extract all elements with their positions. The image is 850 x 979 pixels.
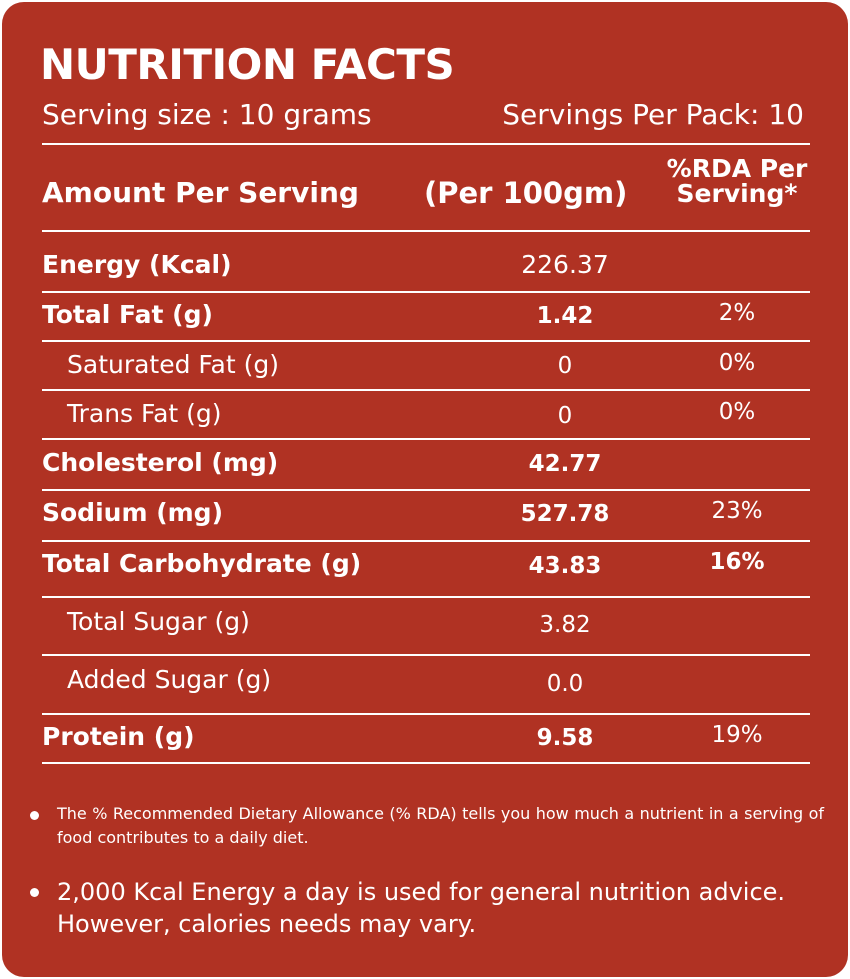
nutrient-value: 3.82 <box>539 612 591 638</box>
nutrient-rda: 19% <box>711 722 763 748</box>
header-rda-per-serving: %RDA Per Serving* <box>666 154 808 208</box>
nutrient-rda: 16% <box>709 549 765 575</box>
divider <box>42 389 810 391</box>
table-row-cholesterol: Cholesterol (mg) 42.77 <box>42 448 810 488</box>
divider <box>42 230 810 232</box>
table-row-protein: Protein (g) 9.58 19% <box>42 722 810 762</box>
divider <box>42 489 810 491</box>
nutrient-value: 527.78 <box>520 501 610 527</box>
divider <box>42 713 810 715</box>
divider <box>42 340 810 342</box>
nutrient-rda: 0% <box>718 350 756 376</box>
divider <box>42 143 810 145</box>
nutrient-value: 226.37 <box>521 250 609 279</box>
nutrient-value: 0.0 <box>546 671 584 697</box>
nutrient-label: Protein (g) <box>42 722 195 751</box>
nutrient-label: Total Sugar (g) <box>67 607 250 636</box>
divider <box>42 540 810 542</box>
nutrient-value: 0 <box>557 403 573 429</box>
panel-title: NUTRITION FACTS <box>40 40 455 89</box>
nutrient-label: Cholesterol (mg) <box>42 448 279 477</box>
table-row-energy: Energy (Kcal) 226.37 <box>42 250 810 290</box>
divider <box>42 291 810 293</box>
header-per-100gm: (Per 100gm) <box>424 176 628 210</box>
divider <box>42 596 810 598</box>
divider <box>42 438 810 440</box>
serving-size: Serving size : 10 grams <box>42 98 372 131</box>
nutrient-label: Total Carbohydrate (g) <box>42 549 362 578</box>
table-row-added-sugar: Added Sugar (g) 0.0 <box>42 665 810 711</box>
nutrient-rda: 23% <box>711 498 763 524</box>
nutrient-value: 0 <box>557 353 573 379</box>
bullet-icon <box>30 888 39 897</box>
divider <box>42 654 810 656</box>
nutrient-label: Trans Fat (g) <box>67 399 222 428</box>
nutrient-label: Energy (Kcal) <box>42 250 232 279</box>
table-row-total-carbohydrate: Total Carbohydrate (g) 43.83 16% <box>42 549 810 593</box>
nutrient-value: 42.77 <box>528 451 602 477</box>
table-row-total-fat: Total Fat (g) 1.42 2% <box>42 300 810 340</box>
header-amount-per-serving: Amount Per Serving <box>42 176 359 209</box>
footnote-text: 2,000 Kcal Energy a day is used for gene… <box>57 878 786 938</box>
bullet-icon <box>30 811 39 820</box>
footnote-text: The % Recommended Dietary Allowance (% R… <box>57 804 824 847</box>
nutrient-label: Added Sugar (g) <box>67 665 272 694</box>
table-row-sodium: Sodium (mg) 527.78 23% <box>42 498 810 538</box>
nutrient-rda: 0% <box>718 399 756 425</box>
nutrient-value: 43.83 <box>528 553 602 579</box>
table-row-saturated-fat: Saturated Fat (g) 0 0% <box>42 350 810 390</box>
nutrient-label: Sodium (mg) <box>42 498 223 527</box>
table-row-total-sugar: Total Sugar (g) 3.82 <box>42 607 810 653</box>
nutrient-label: Saturated Fat (g) <box>67 350 279 379</box>
nutrient-rda: 2% <box>718 300 756 326</box>
divider <box>42 762 810 764</box>
nutrient-value: 1.42 <box>536 303 594 329</box>
nutrient-label: Total Fat (g) <box>42 300 213 329</box>
servings-per-pack: Servings Per Pack: 10 <box>502 98 804 131</box>
table-row-trans-fat: Trans Fat (g) 0 0% <box>42 399 810 439</box>
nutrient-value: 9.58 <box>536 725 594 751</box>
